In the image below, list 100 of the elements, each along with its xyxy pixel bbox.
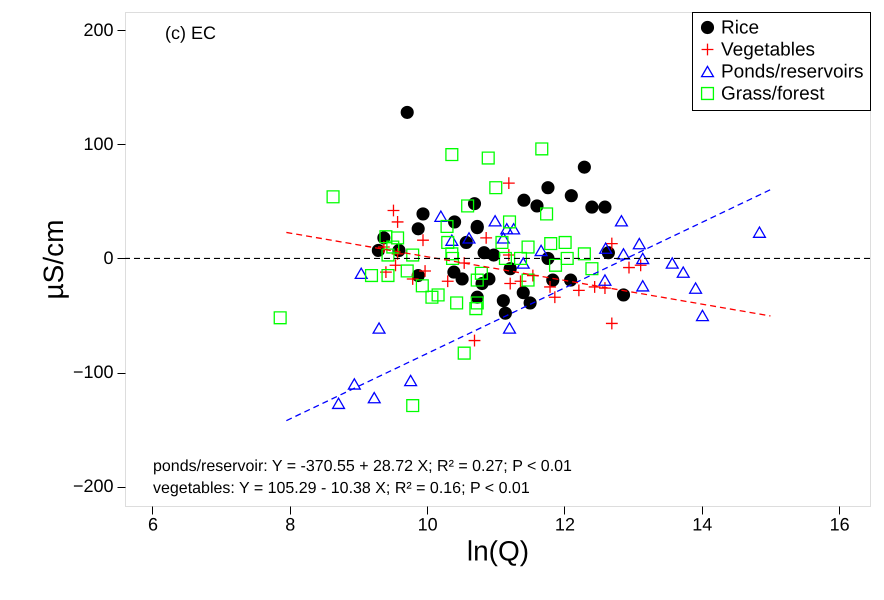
point [564, 189, 578, 202]
point [500, 222, 514, 235]
point [404, 374, 418, 386]
point [634, 258, 648, 272]
point [354, 267, 368, 280]
point [458, 256, 471, 270]
point [516, 257, 530, 269]
point [521, 274, 535, 287]
y-tick-label: −200 [72, 476, 114, 496]
point [548, 290, 562, 304]
x-axis-title: ln(Q) [466, 536, 530, 566]
point [456, 272, 469, 286]
point [514, 274, 528, 288]
point [368, 392, 381, 404]
point [666, 257, 679, 269]
y-tick-label: 100 [83, 134, 114, 154]
point [416, 279, 429, 292]
point [535, 142, 548, 156]
point [544, 237, 558, 250]
point [416, 234, 430, 247]
point [540, 207, 554, 220]
point [470, 274, 484, 287]
point [676, 266, 690, 278]
point [636, 252, 650, 264]
point [616, 248, 630, 260]
point [517, 194, 530, 207]
point [504, 276, 517, 290]
point [379, 266, 392, 279]
y-tick-label: 0 [103, 248, 114, 268]
legend-label: Rice [721, 18, 760, 38]
point [441, 274, 454, 288]
point [578, 247, 591, 260]
point [605, 237, 618, 250]
point [530, 199, 544, 213]
x-tick-label: 10 [418, 514, 438, 534]
point [521, 240, 535, 254]
point [462, 232, 476, 244]
point [524, 296, 537, 310]
point [432, 288, 445, 302]
point [446, 252, 460, 265]
point [377, 240, 390, 254]
point [616, 288, 630, 302]
point [516, 286, 530, 300]
point [478, 246, 491, 260]
point [605, 316, 618, 330]
point [599, 242, 612, 254]
point [502, 322, 516, 334]
point [391, 215, 404, 228]
annotation: vegetables: Y = 105.29 - 10.38 X; R² = 0.16; P < 0.01 [153, 480, 530, 497]
point [514, 252, 528, 265]
point [400, 264, 414, 278]
point [441, 236, 454, 250]
point [498, 252, 512, 265]
point [588, 280, 602, 294]
point [636, 280, 650, 292]
annotation: (c) EC [165, 23, 216, 43]
point [445, 148, 458, 162]
point [406, 399, 420, 412]
point [391, 247, 404, 260]
point [632, 238, 646, 250]
point [614, 215, 628, 227]
point [372, 322, 386, 334]
point [507, 222, 520, 235]
point [386, 240, 400, 254]
point [480, 231, 493, 244]
point [488, 215, 502, 227]
legend-label: Ponds/reservoirs [721, 62, 864, 82]
point [425, 290, 438, 304]
point [468, 334, 482, 348]
point [348, 378, 361, 390]
point [458, 346, 471, 360]
point [502, 248, 516, 262]
point [406, 248, 420, 262]
point [696, 310, 710, 322]
point [541, 181, 555, 194]
point [461, 199, 474, 213]
point [622, 260, 636, 274]
point [752, 226, 766, 238]
x-tick-label: 14 [692, 514, 712, 534]
point [598, 200, 612, 214]
point [585, 262, 598, 276]
legend-label: Vegetables [721, 40, 816, 60]
point [496, 232, 510, 244]
point [495, 236, 509, 250]
point [585, 200, 598, 214]
point [469, 302, 482, 316]
point [496, 294, 510, 308]
point [326, 190, 340, 204]
point [474, 266, 488, 280]
point [434, 210, 448, 222]
point [560, 252, 574, 265]
y-axis-title: µS/cm [38, 220, 69, 300]
point [534, 244, 548, 256]
point [489, 181, 502, 194]
point [274, 311, 287, 324]
point [502, 176, 516, 190]
point [526, 268, 540, 282]
y-tick-label: 200 [83, 20, 114, 40]
point [482, 151, 495, 165]
point [388, 258, 402, 272]
